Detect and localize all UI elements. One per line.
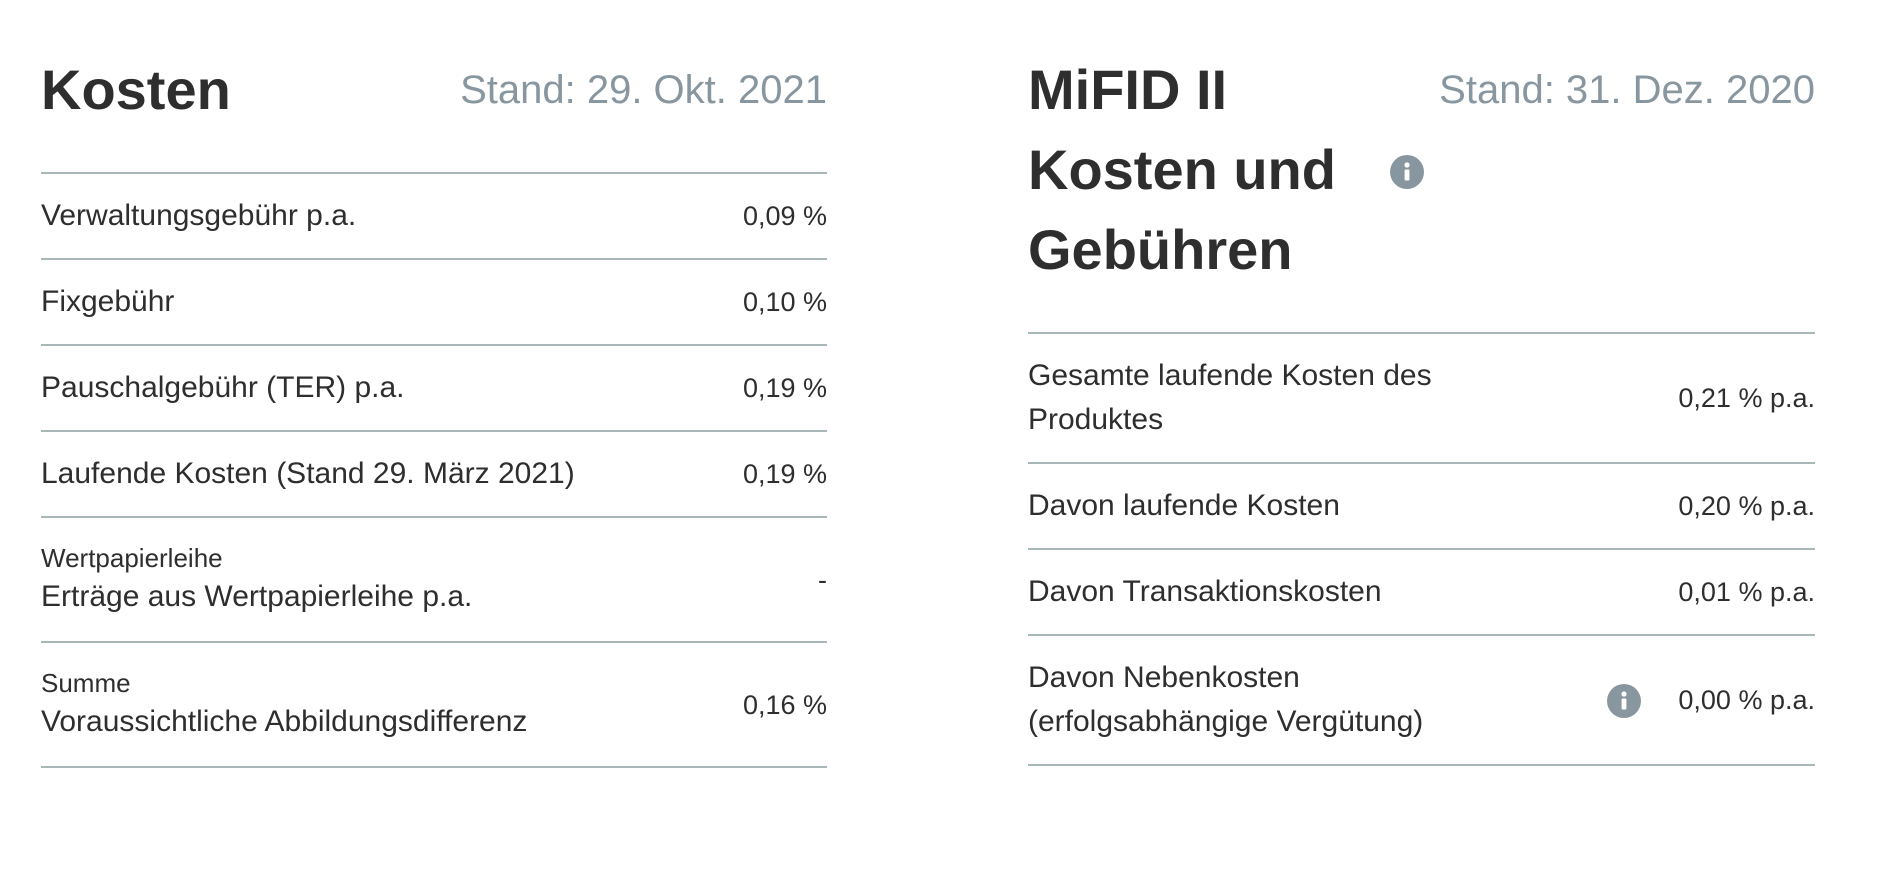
mifid-row: Davon laufende Kosten 0,20 % p.a. [1028,464,1815,550]
cost-sublabel: Wertpapierleihe [41,542,223,573]
costs-header: Kosten Stand: 29. Okt. 2021 [41,60,827,174]
cost-value: - [818,564,827,595]
costs-as-of-date: Stand: 29. Okt. 2021 [460,68,827,112]
mifid-value: 0,21 % p.a. [1678,383,1815,413]
cost-row: Laufende Kosten (Stand 29. März 2021) 0,… [41,432,827,518]
mifid-panel: MiFID II Kosten und Gebühren Stand: 31. … [1028,58,1815,766]
mifid-label: Davon Nebenkosten (erfolgsabhängige Verg… [1028,661,1424,738]
cost-row: Pauschalgebühr (TER) p.a. 0,19 % [41,346,827,432]
mifid-row: Gesamte laufende Kosten des Produktes 0,… [1028,334,1815,464]
cost-label-group: Wertpapierleihe Erträge aus Wertpapierle… [41,541,472,619]
cost-value: 0,09 % [742,201,827,231]
info-icon[interactable] [1607,684,1641,718]
cost-label: Voraussichtliche Abbildungsdifferenz [41,704,528,738]
cost-value: 0,10 % [742,287,827,317]
cost-label: Verwaltungsgebühr p.a. [41,199,357,232]
cost-row: Fixgebühr 0,10 % [41,260,827,346]
cost-label: Laufende Kosten (Stand 29. März 2021) [41,457,575,490]
cost-row: Wertpapierleihe Erträge aus Wertpapierle… [41,518,827,643]
mifid-row: Davon Transaktionskosten 0,01 % p.a. [1028,550,1815,636]
cost-label-group: Summe Voraussichtliche Abbildungsdiffere… [41,666,527,744]
costs-title: Kosten [41,58,231,121]
cost-row: Verwaltungsgebühr p.a. 0,09 % [41,174,827,260]
mifid-value: 0,01 % p.a. [1678,577,1815,607]
cost-sublabel: Summe [41,667,131,698]
mifid-row: Davon Nebenkosten (erfolgsabhängige Verg… [1028,636,1815,766]
cost-value: 0,19 % [742,373,827,403]
cost-value: 0,19 % [742,459,827,489]
mifid-label: Davon laufende Kosten [1028,489,1340,522]
cost-value: 0,16 % [742,689,827,720]
cost-label: Pauschalgebühr (TER) p.a. [41,371,405,404]
costs-panel: Kosten Stand: 29. Okt. 2021 Verwaltungsg… [41,60,827,768]
info-icon[interactable] [1390,155,1424,189]
cost-label: Fixgebühr [41,285,175,318]
mifid-header: MiFID II Kosten und Gebühren Stand: 31. … [1028,58,1815,334]
mifid-as-of-date: Stand: 31. Dez. 2020 [1439,68,1815,112]
mifid-label: Gesamte laufende Kosten des Produktes [1028,359,1432,436]
cost-row: Summe Voraussichtliche Abbildungsdiffere… [41,643,827,768]
mifid-title: MiFID II Kosten und Gebühren [1028,58,1336,281]
mifid-value: 0,20 % p.a. [1678,491,1815,521]
mifid-label: Davon Transaktionskosten [1028,575,1382,608]
cost-label: Erträge aus Wertpapierleihe p.a. [41,579,473,613]
mifid-value: 0,00 % p.a. [1678,685,1815,715]
